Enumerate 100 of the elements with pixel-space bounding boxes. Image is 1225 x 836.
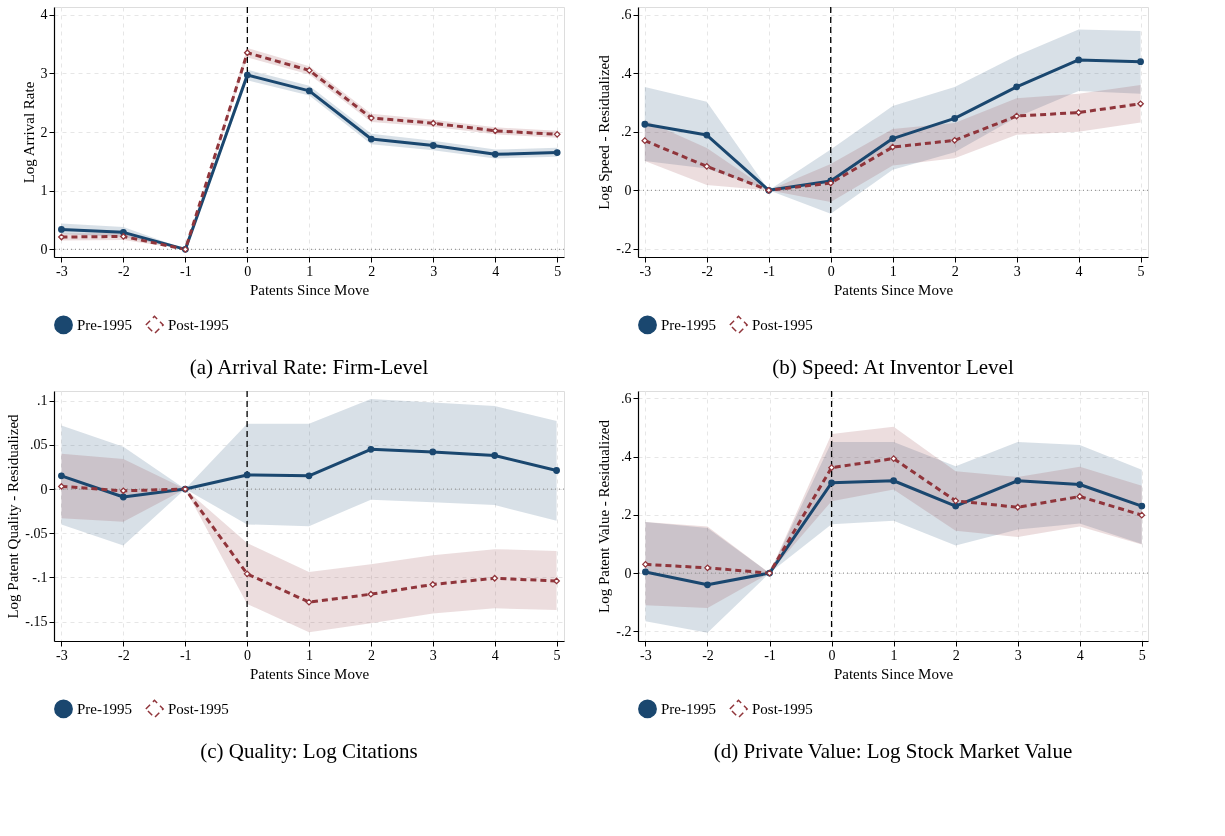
y-tick-label: .6 (621, 390, 632, 406)
point (305, 66, 313, 74)
point (491, 127, 499, 135)
x-tick-label: 3 (430, 263, 438, 279)
y-tick-label: 0 (624, 182, 632, 198)
x-tick-label: 4 (492, 263, 500, 279)
point (119, 493, 127, 501)
x-tick-label: 1 (889, 263, 897, 279)
point (1137, 100, 1144, 108)
x-tick-label: 5 (553, 647, 561, 663)
point (1075, 109, 1082, 116)
y-tick-label: .2 (621, 507, 632, 523)
point (704, 564, 711, 572)
x-tick-label: 0 (244, 263, 252, 279)
point (58, 233, 65, 241)
point (305, 472, 313, 480)
point (951, 136, 959, 144)
x-tick-label: 4 (1076, 647, 1084, 663)
point (243, 570, 251, 578)
y-tick-label: .2 (621, 124, 632, 140)
point (429, 448, 437, 456)
y-tick-label: -.1 (32, 569, 48, 585)
x-tick-label: 3 (429, 647, 437, 663)
x-tick-label: 4 (491, 647, 499, 663)
point (889, 143, 897, 151)
point (952, 502, 960, 510)
point (120, 233, 127, 240)
point (952, 497, 960, 505)
point (828, 464, 835, 472)
point (305, 598, 313, 606)
point (58, 483, 65, 490)
y-tick-label: 0 (40, 241, 48, 257)
point (491, 452, 499, 459)
point (951, 115, 959, 122)
point (641, 137, 649, 145)
x-tick-label: 2 (368, 263, 376, 279)
point (1076, 481, 1084, 488)
y-tick-label: .05 (30, 437, 48, 453)
point (553, 130, 561, 138)
x-tick-label: -3 (640, 647, 652, 663)
x-tick-label: -2 (117, 647, 130, 663)
point (1138, 511, 1146, 519)
x-tick-label: -2 (702, 647, 714, 663)
point (429, 581, 437, 588)
legend-label: Post-1995 (168, 316, 229, 333)
legend-label: Post-1995 (752, 700, 813, 717)
point (704, 581, 711, 589)
legend-label: Pre-1995 (661, 316, 716, 333)
y-tick-label: .1 (37, 393, 48, 409)
y-tick-label: 0 (40, 481, 48, 497)
point (367, 590, 375, 598)
x-tick-label: 1 (890, 647, 898, 663)
text: (a) Arrival Rate: Firm-Level (189, 355, 429, 379)
x-tick-label: -1 (180, 263, 192, 279)
y-tick-label: 3 (40, 65, 48, 81)
x-tick-label: 0 (828, 647, 836, 663)
point (58, 226, 65, 233)
x-tick-label: -3 (56, 263, 68, 279)
x-tick-label: 3 (1014, 647, 1022, 663)
point (1014, 503, 1022, 511)
point (58, 472, 65, 480)
y-tick-label: 4 (40, 7, 48, 23)
point (1076, 493, 1084, 500)
y-tick-label: 1 (40, 183, 48, 199)
point (120, 228, 127, 236)
point (243, 71, 251, 79)
point (367, 114, 375, 122)
point (367, 445, 375, 453)
x-tick-label: 2 (367, 647, 375, 663)
x-tick-label: -2 (701, 263, 714, 279)
point (367, 135, 375, 143)
y-axis-title: Log Speed - Residualized (596, 54, 613, 210)
point (553, 577, 560, 585)
point (553, 467, 560, 474)
point (890, 455, 898, 462)
point (1075, 56, 1082, 64)
point (641, 120, 649, 128)
x-tick-label: 4 (1075, 263, 1083, 279)
y-axis-title: Log Patent Quality - Residualized (5, 413, 22, 619)
point (491, 150, 499, 158)
legend-label: Post-1995 (168, 700, 229, 717)
x-tick-label: 0 (244, 647, 252, 663)
legend-label: Pre-1995 (661, 700, 716, 717)
y-tick-label: -.05 (25, 525, 48, 541)
point (429, 119, 437, 127)
y-axis-title: Log Arrival Rate (20, 81, 37, 184)
point (429, 142, 437, 149)
x-tick-label: 2 (952, 647, 960, 663)
point (305, 87, 313, 95)
x-tick-label: -1 (179, 647, 192, 663)
point (828, 479, 835, 487)
x-tick-label: 1 (306, 647, 313, 663)
point (1013, 112, 1021, 120)
x-tick-label: -1 (763, 263, 776, 279)
point (1013, 83, 1021, 91)
y-tick-label: .4 (621, 65, 632, 81)
point (889, 135, 897, 142)
point (491, 574, 499, 582)
y-tick-label: 0 (624, 565, 632, 581)
point (1014, 477, 1022, 485)
